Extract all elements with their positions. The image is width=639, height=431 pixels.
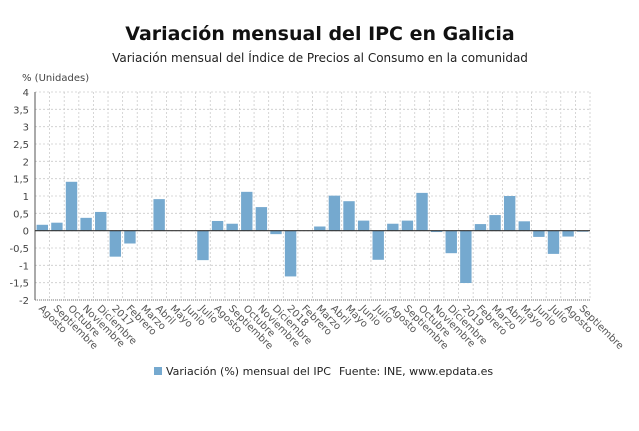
bar xyxy=(51,222,63,231)
bar xyxy=(489,215,501,231)
y-tick-label: 0,5 xyxy=(13,209,29,220)
bar xyxy=(211,220,224,231)
y-tick-label: 3,5 xyxy=(13,105,29,116)
y-tick-label: 1,5 xyxy=(13,175,29,186)
chart-subtitle: Variación mensual del Índice de Precios … xyxy=(112,50,528,65)
bar xyxy=(474,224,487,231)
y-axis: 4 3,5 3 2,5 2 1,5 1 0,5 0 -0,5 -1 -1,5 -2 xyxy=(9,88,590,307)
y-tick-label: -1,5 xyxy=(9,279,29,290)
bar xyxy=(284,230,297,277)
bar xyxy=(445,230,457,254)
y-tick-label: 2,5 xyxy=(13,140,29,151)
bar xyxy=(65,181,78,231)
legend-label: Variación (%) mensual del IPC xyxy=(166,365,331,378)
y-tick-label: 1 xyxy=(23,192,29,203)
legend: Variación (%) mensual del IPC Fuente: IN… xyxy=(154,365,493,378)
bar xyxy=(255,207,268,231)
y-tick-label: 4 xyxy=(23,88,29,99)
bar xyxy=(372,230,384,260)
bar xyxy=(124,230,136,244)
bar xyxy=(314,226,326,231)
bar xyxy=(416,192,428,231)
bar xyxy=(109,230,122,257)
bar xyxy=(518,221,530,231)
bar xyxy=(430,230,443,233)
y-tick-label: 0 xyxy=(23,227,29,238)
bar xyxy=(460,230,472,284)
bar xyxy=(503,196,516,231)
bar xyxy=(95,211,107,231)
bar xyxy=(36,224,48,231)
bar xyxy=(270,230,282,235)
bar xyxy=(197,230,209,261)
bar xyxy=(533,230,545,237)
bar xyxy=(80,217,92,231)
bar xyxy=(562,230,574,237)
y-tick-label: -2 xyxy=(19,296,29,307)
bar xyxy=(153,199,165,231)
bar xyxy=(357,220,370,231)
bar xyxy=(328,195,341,231)
bar xyxy=(547,230,560,254)
legend-swatch xyxy=(154,367,162,375)
y-tick-label: 3 xyxy=(23,123,29,134)
bars xyxy=(35,181,590,284)
bar xyxy=(343,201,355,231)
bar xyxy=(401,220,414,231)
chart-title: Variación mensual del IPC en Galicia xyxy=(125,23,514,45)
bar xyxy=(241,191,253,231)
gridlines xyxy=(34,91,591,301)
bar xyxy=(226,223,238,231)
bar xyxy=(387,223,399,231)
source-text: Fuente: INE, www.epdata.es xyxy=(339,365,493,378)
y-tick-label: -0,5 xyxy=(9,244,29,255)
x-axis: AgostoSeptiembreOctubreNoviembreDiciembr… xyxy=(36,303,625,352)
y-tick-label: -1 xyxy=(19,261,29,272)
y-tick-label: 2 xyxy=(23,157,29,168)
y-axis-label: % (Unidades) xyxy=(22,73,89,84)
